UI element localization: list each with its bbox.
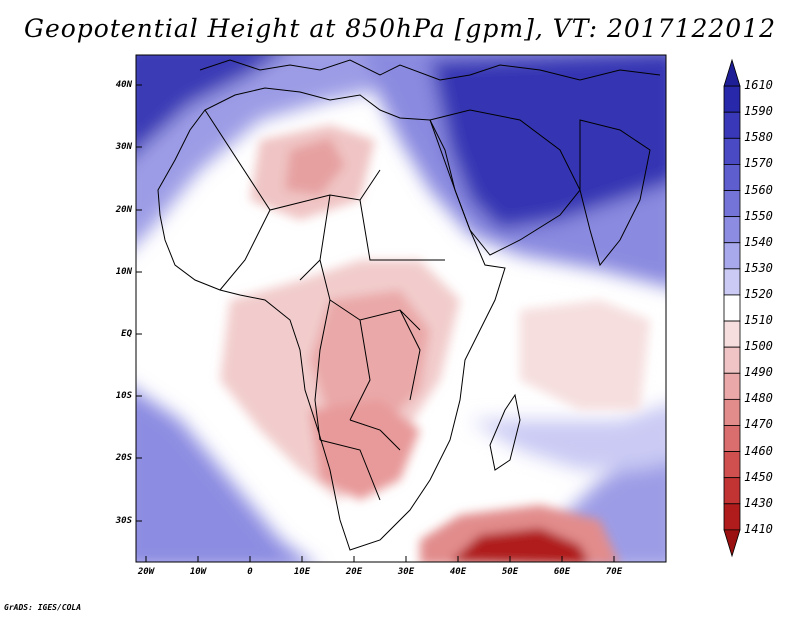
- india-coastline: [579, 119, 651, 267]
- europe-coastline: [199, 59, 661, 81]
- madagascar-coastline: [489, 393, 521, 471]
- colorbar-label: 1550: [744, 208, 773, 223]
- colorbar-bin: [723, 216, 741, 244]
- lon-label-10w: 10W: [189, 567, 207, 577]
- colorbar-label: 1560: [744, 182, 773, 197]
- credit-text: GrADS: IGES/COLA: [4, 603, 82, 612]
- lat-label-20s: 20S: [115, 453, 132, 463]
- lon-label-0: 0: [247, 567, 253, 577]
- colorbar-bin: [723, 85, 741, 113]
- lon-label-60e: 60E: [553, 567, 571, 577]
- colorbar-label: 1570: [744, 156, 773, 171]
- colorbar-bin: [723, 294, 741, 322]
- colorbar-bin: [723, 242, 741, 270]
- colorbar-label: 1530: [744, 260, 773, 275]
- colorbar-bin: [723, 164, 741, 191]
- lon-label-70e: 70E: [605, 567, 623, 577]
- coastlines: [157, 59, 661, 551]
- colorbar-label: 1490: [744, 365, 773, 380]
- lat-label-30s: 30S: [115, 516, 132, 526]
- colorbar-label: 1410: [744, 521, 773, 536]
- lat-label-10n: 10N: [115, 267, 132, 277]
- lon-label-50e: 50E: [501, 567, 519, 577]
- low-central-core: [310, 290, 430, 430]
- colorbar-label: 1610: [744, 78, 773, 93]
- colorbar-bin: [723, 398, 741, 426]
- colorbar-label: 1500: [744, 339, 773, 354]
- colorbar-bin: [723, 372, 741, 400]
- low-sahara-core: [285, 138, 345, 195]
- lat-label-40n: 40N: [115, 80, 132, 90]
- colorbar-bin: [723, 346, 741, 374]
- map-title: Geopotential Height at 850hPa [gpm], VT:…: [23, 14, 777, 43]
- lon-label-10e: 10E: [293, 567, 311, 577]
- high-region-southwest: [136, 390, 310, 562]
- lat-label-30n: 30N: [115, 142, 132, 152]
- colorbar-bin: [723, 451, 741, 479]
- height-field: [136, 55, 666, 562]
- colorbar-label: 1590: [744, 104, 773, 119]
- lat-label-20n: 20N: [115, 205, 132, 215]
- lon-label-20w: 20W: [137, 567, 155, 577]
- axis-ticks: [136, 84, 615, 562]
- high-core-northeast: [430, 55, 666, 230]
- high-core-northwest: [136, 55, 279, 154]
- colorbar-label: 1450: [744, 469, 773, 484]
- colorbar-bin: [723, 137, 741, 165]
- colorbar-label: 1430: [744, 495, 773, 510]
- lat-label-eq: EQ: [121, 329, 132, 339]
- lat-label-10s: 10S: [115, 391, 132, 401]
- colorbar-bin: [723, 190, 741, 218]
- low-indian-ocean: [520, 300, 650, 410]
- colorbar-label: 1580: [744, 130, 773, 145]
- low-southern-africa: [310, 400, 420, 500]
- colorbar-bin: [723, 111, 741, 139]
- colorbar-bin: [723, 477, 741, 505]
- map-frame: [135, 54, 667, 563]
- arabia-coastline: [429, 109, 581, 256]
- high-band-east: [470, 404, 666, 470]
- low-south-indian-core: [450, 528, 589, 562]
- colorbar-bin: [723, 425, 741, 452]
- high-region-northwest: [136, 55, 414, 244]
- colorbar-label: 1470: [744, 417, 773, 432]
- lon-label-40e: 40E: [449, 567, 467, 577]
- colorbar-label: 1540: [744, 234, 773, 249]
- colorbar-label: 1480: [744, 391, 773, 406]
- colorbar-label: 1460: [744, 443, 773, 458]
- country-borders: [204, 109, 445, 501]
- africa-coastline: [157, 87, 506, 551]
- colorbar-bin: [723, 529, 741, 558]
- colorbar: [723, 58, 741, 558]
- colorbar-bin: [723, 268, 741, 296]
- colorbar-bin: [723, 320, 741, 348]
- lon-label-30e: 30E: [397, 567, 415, 577]
- colorbar-label: 1520: [744, 286, 773, 301]
- colorbar-bin: [723, 58, 741, 87]
- colorbar-label: 1510: [744, 313, 773, 328]
- lon-label-20e: 20E: [345, 567, 363, 577]
- colorbar-bin: [723, 503, 741, 531]
